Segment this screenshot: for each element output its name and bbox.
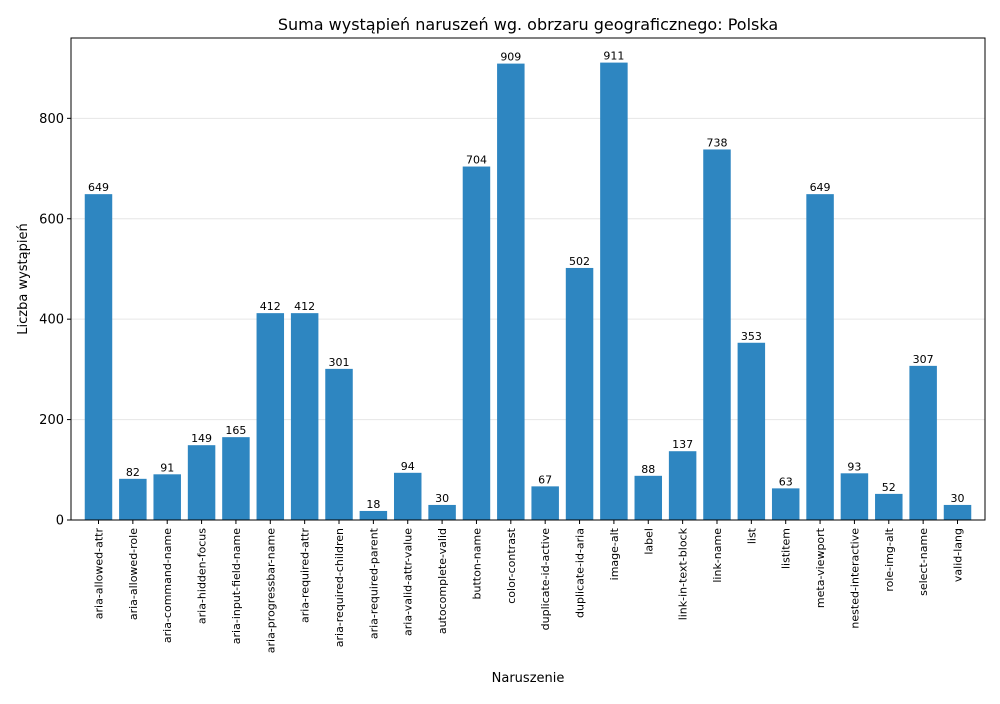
data-label: 649	[88, 181, 109, 194]
bar	[634, 475, 663, 520]
data-label: 137	[672, 438, 693, 451]
data-label: 93	[847, 460, 861, 473]
data-label: 649	[810, 181, 831, 194]
x-tick-label: list	[745, 527, 758, 544]
data-labels: 649 82 91 149 165 412 412 301 18 94 30 704 909 67 502 9…	[88, 50, 965, 511]
data-label: 502	[569, 255, 590, 268]
x-tick-label: duplicate-id-aria	[574, 528, 587, 618]
data-label: 909	[500, 51, 521, 64]
x-tick-label: aria-required-children	[333, 528, 346, 647]
bar	[703, 149, 731, 520]
data-label: 307	[913, 353, 934, 366]
x-tick-label: link-in-text-block	[677, 527, 690, 620]
x-tick-label: aria-required-attr	[299, 528, 312, 623]
bar	[256, 313, 285, 520]
bar	[497, 63, 525, 520]
y-tick-label: 400	[39, 313, 64, 328]
x-tick-label: aria-allowed-role	[127, 528, 140, 620]
x-tick-label: role-img-alt	[883, 527, 896, 591]
data-label: 63	[779, 475, 793, 488]
x-tick-label: button-name	[470, 528, 483, 600]
data-label: 94	[401, 460, 415, 473]
x-tick-label: aria-input-field-name	[230, 528, 243, 644]
data-label: 301	[329, 356, 350, 369]
bar	[737, 342, 766, 520]
data-label: 911	[603, 50, 624, 63]
x-tick-label: select-name	[917, 528, 930, 596]
y-tick-label: 600	[39, 212, 64, 227]
x-tick-label: aria-command-name	[161, 528, 174, 643]
bar	[875, 493, 903, 520]
data-label: 412	[294, 300, 315, 313]
x-axis-label: Naruszenie	[492, 671, 565, 686]
bar	[909, 365, 937, 520]
x-tick-label: aria-hidden-focus	[196, 528, 209, 624]
x-tick-label: aria-progressbar-name	[264, 528, 277, 653]
x-tick-label: valid-lang	[952, 528, 965, 582]
data-label: 67	[538, 473, 552, 486]
x-tick-label: meta-viewport	[814, 527, 827, 608]
y-tick-label: 200	[39, 413, 64, 428]
bar	[84, 194, 113, 520]
data-label: 82	[126, 466, 140, 479]
data-label: 149	[191, 432, 212, 445]
data-label: 18	[366, 498, 380, 511]
data-label: 91	[160, 461, 174, 474]
x-tick-label: nested-interactive	[848, 528, 861, 629]
bar	[531, 486, 559, 520]
bar	[119, 478, 147, 520]
x-tick-label: aria-required-parent	[367, 527, 380, 639]
y-axis-label: Liczba wystąpień	[16, 223, 31, 334]
data-label: 165	[225, 424, 246, 437]
bar	[943, 504, 972, 520]
data-label: 412	[260, 300, 281, 313]
plot-area-frame	[70, 37, 986, 521]
data-label: 88	[641, 463, 655, 476]
bars	[84, 62, 972, 521]
bar	[600, 62, 628, 521]
y-tick-label: 800	[39, 112, 64, 127]
bar	[428, 504, 456, 520]
bar	[668, 451, 697, 520]
y-tick-label: 0	[56, 514, 64, 529]
x-tick-label: listitem	[780, 528, 793, 569]
bar	[840, 473, 869, 520]
data-label: 52	[882, 481, 896, 494]
data-label: 30	[435, 492, 449, 505]
data-label: 738	[706, 136, 727, 149]
x-tick-label: label	[642, 528, 655, 555]
x-tick-label: aria-valid-attr-value	[402, 528, 415, 636]
data-label: 30	[951, 492, 965, 505]
x-tick-label: autocomplete-valid	[436, 528, 449, 634]
chart-title: Suma wystąpień naruszeń wg. obrzaru geog…	[278, 15, 778, 34]
data-label: 704	[466, 154, 487, 167]
bar	[462, 166, 491, 521]
x-axis: aria-allowed-attr aria-allowed-role aria-c…	[92, 520, 965, 653]
bar	[565, 267, 594, 520]
bar	[222, 437, 250, 520]
x-tick-label: link-name	[711, 528, 724, 583]
bar	[771, 488, 800, 520]
x-tick-label: color-contrast	[505, 527, 518, 603]
y-axis: 0 200 400 600 800	[39, 112, 71, 529]
data-label: 353	[741, 330, 762, 343]
x-tick-label: aria-allowed-attr	[92, 528, 105, 620]
bar	[806, 194, 834, 520]
bar	[153, 474, 181, 520]
bar	[325, 368, 353, 520]
bar	[359, 510, 388, 520]
bar	[187, 445, 216, 520]
bar	[393, 472, 422, 520]
x-tick-label: duplicate-id-active	[539, 528, 552, 631]
x-tick-label: image-alt	[608, 527, 621, 580]
bar	[290, 313, 319, 520]
